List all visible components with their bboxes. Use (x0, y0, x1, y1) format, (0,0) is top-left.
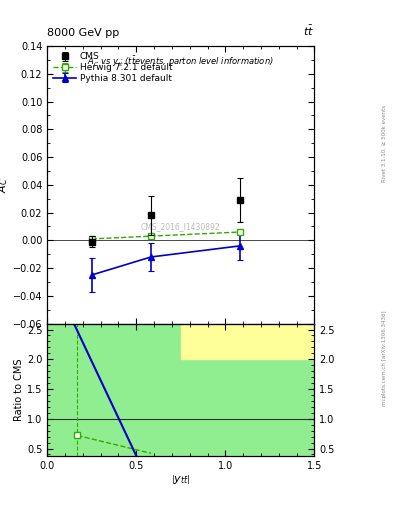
Text: mcplots.cern.ch [arXiv:1306.3436]: mcplots.cern.ch [arXiv:1306.3436] (382, 311, 387, 406)
Text: $t\bar{t}$: $t\bar{t}$ (303, 24, 314, 38)
Y-axis label: $A_C$: $A_C$ (0, 177, 10, 193)
Text: $A_C$ vs $y_{t\bar{t}}$ ($t\bar{t}$events, parton level information): $A_C$ vs $y_{t\bar{t}}$ ($t\bar{t}$event… (87, 54, 274, 69)
X-axis label: $\left|y_{t\bar{t}}\right|$: $\left|y_{t\bar{t}}\right|$ (171, 473, 191, 486)
Text: 8000 GeV pp: 8000 GeV pp (47, 28, 119, 38)
Legend: CMS, Herwig 7.2.1 default, Pythia 8.301 default: CMS, Herwig 7.2.1 default, Pythia 8.301 … (51, 51, 174, 85)
Y-axis label: Ratio to CMS: Ratio to CMS (14, 358, 24, 421)
Text: CMS_2016_I1430892: CMS_2016_I1430892 (141, 222, 220, 231)
Text: Rivet 3.1.10, ≥ 500k events: Rivet 3.1.10, ≥ 500k events (382, 105, 387, 182)
